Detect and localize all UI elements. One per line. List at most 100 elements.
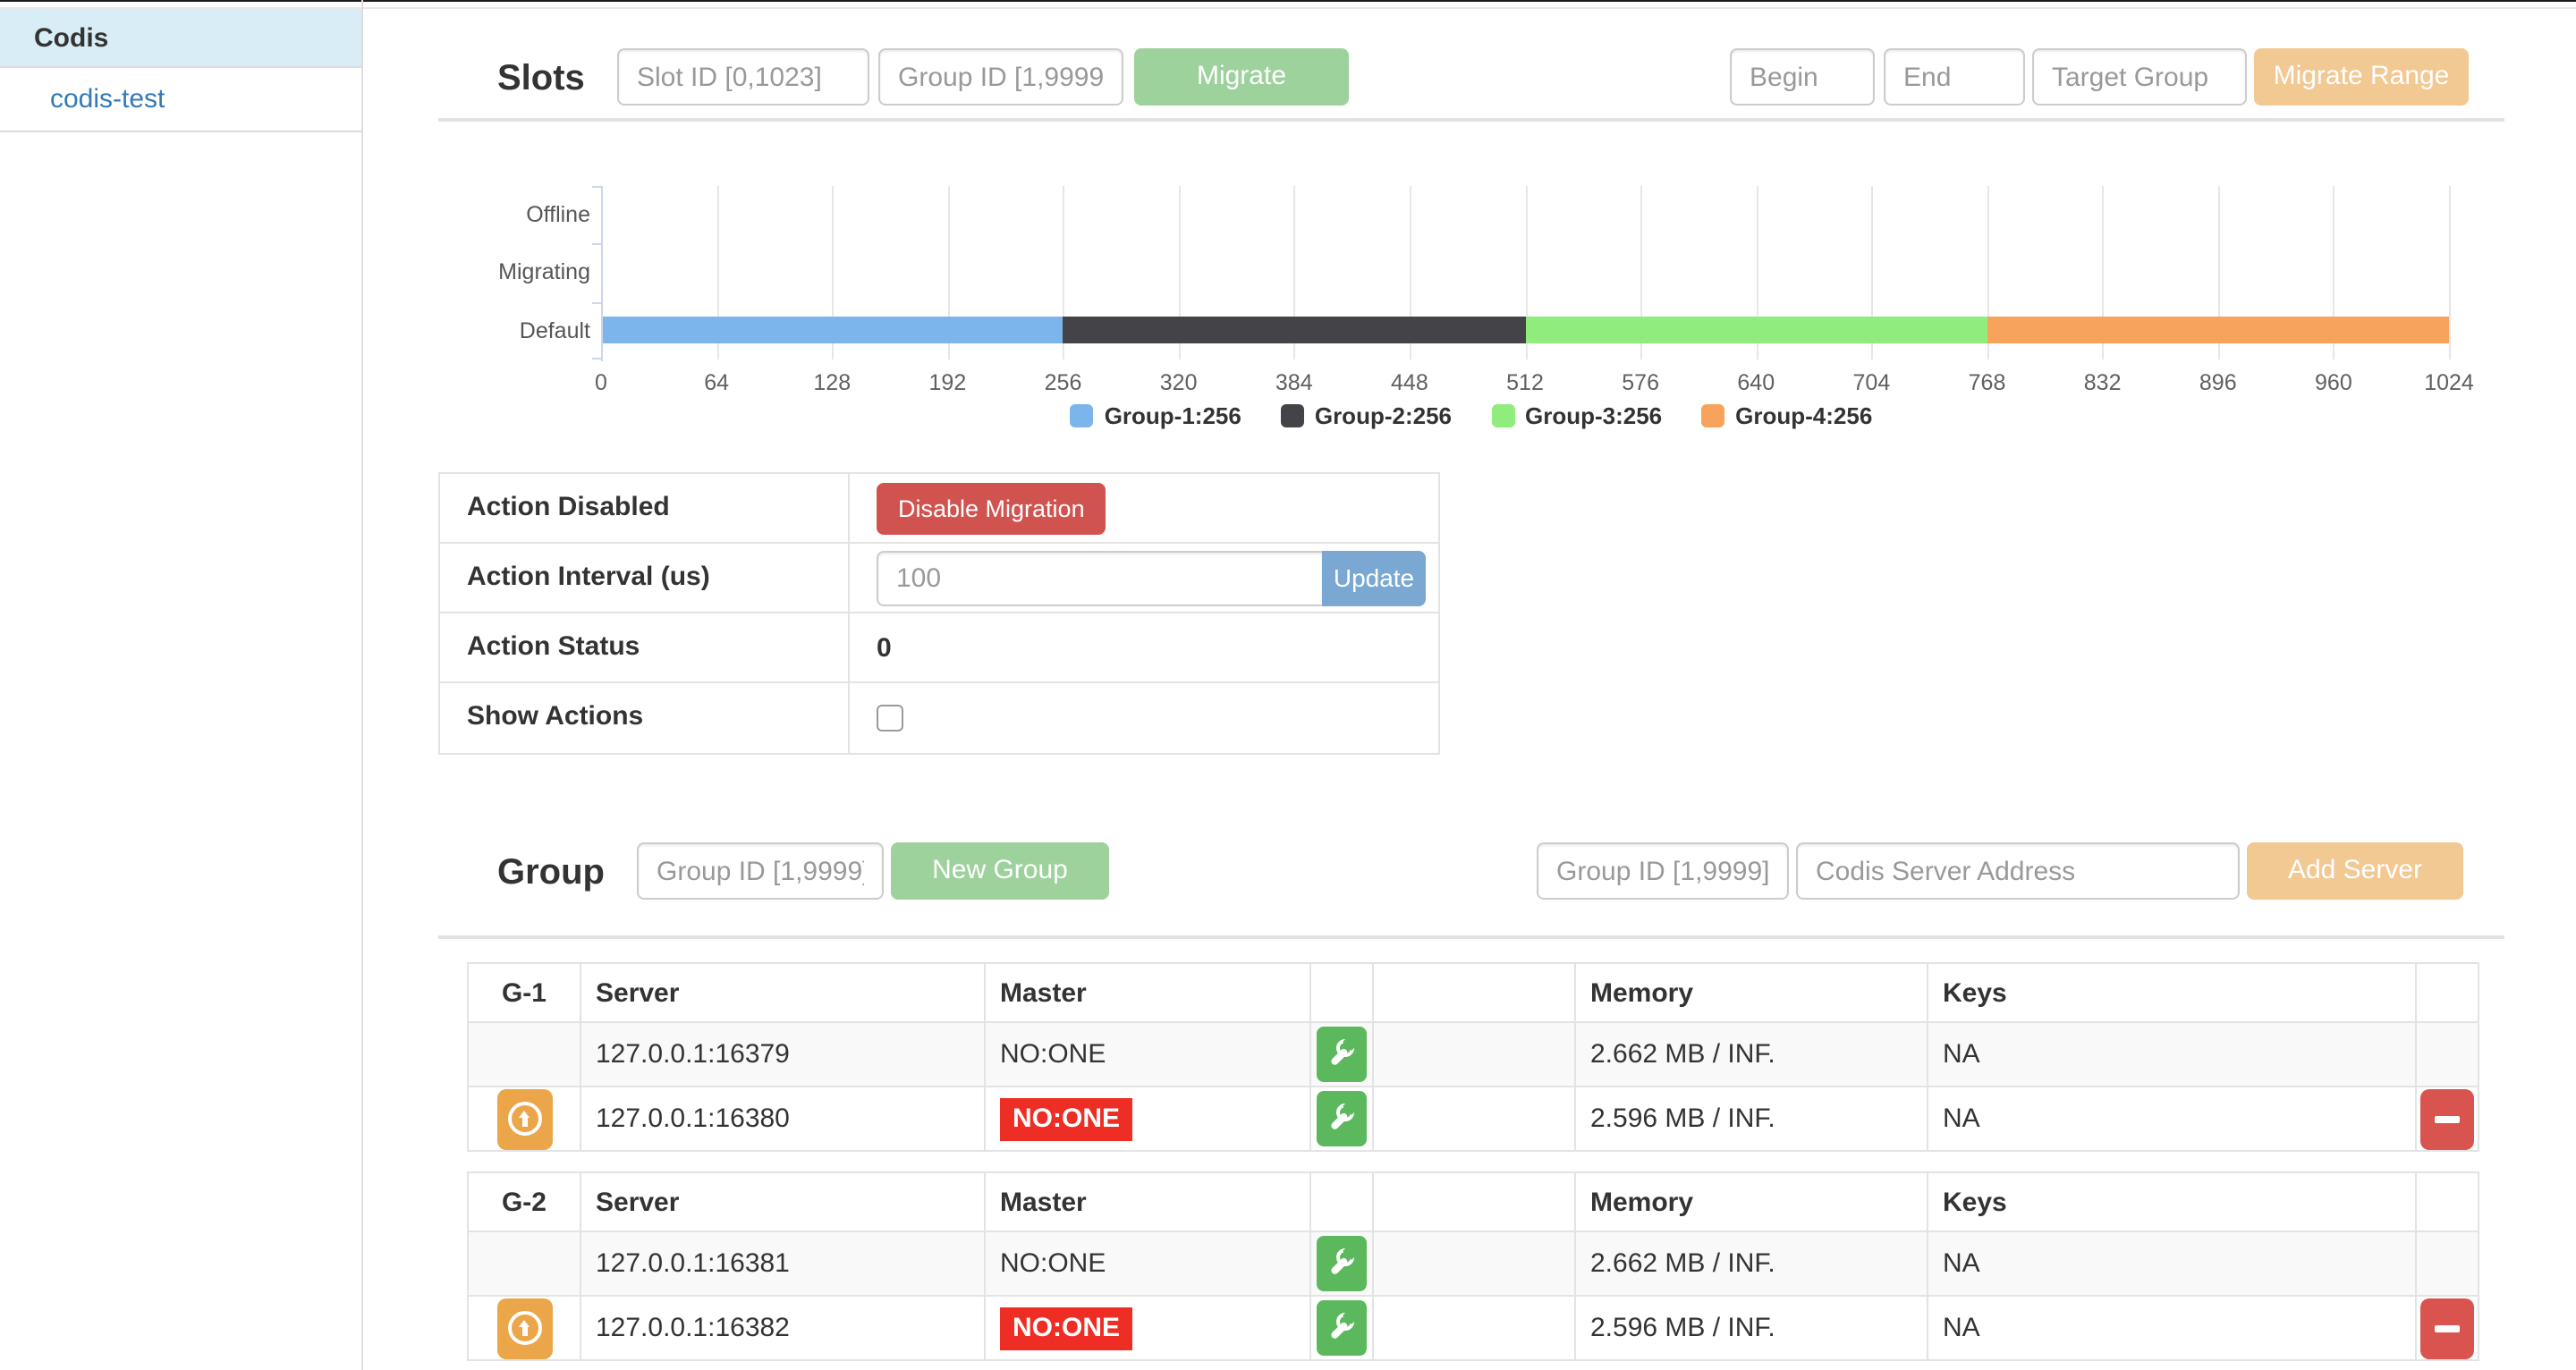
remove-server-button[interactable] [2420, 1088, 2474, 1149]
chart-gridline [2102, 186, 2105, 359]
sidebar: Codis codis-test [0, 9, 361, 132]
memory-value: 2.596 MB / INF. [1574, 1295, 1928, 1361]
chart-x-tick-label: 704 [1852, 370, 1891, 395]
slot-id-input[interactable] [617, 48, 869, 106]
chart-gridline [1293, 186, 1296, 359]
migrate-range-button[interactable]: Migrate Range [2254, 48, 2469, 106]
table-header-row: G-1 Server Master Memory Keys [467, 962, 2479, 1023]
spare-cell [1372, 1295, 1576, 1361]
chart-gridline [1178, 186, 1181, 359]
keys-value: NA [1927, 1295, 2417, 1361]
col-keys: Keys [1927, 1171, 2417, 1232]
repair-server-button[interactable] [1317, 1027, 1367, 1082]
chart-x-tick-label: 768 [1968, 370, 2006, 395]
legend-item[interactable]: Group-1:256 [1070, 402, 1241, 429]
promote-cell [467, 1021, 581, 1087]
server-row: 127.0.0.1:16381 NO:ONE 2.662 MB / INF. N… [467, 1230, 2479, 1297]
chart-x-tick-label: 320 [1159, 370, 1198, 395]
col-spare [1372, 962, 1576, 1023]
interval-input-group: Update [877, 550, 1426, 605]
server-row: 127.0.0.1:16382 NO:ONE 2.596 MB / INF. N… [467, 1295, 2479, 1361]
chart-gridline [1525, 186, 1527, 359]
spare-cell [1372, 1086, 1576, 1152]
wrench-icon [1327, 1033, 1360, 1068]
migrate-button[interactable]: Migrate [1134, 48, 1349, 106]
chart-x-tick-label: 1024 [2424, 370, 2474, 395]
legend-swatch-icon [1701, 404, 1725, 427]
migrate-group-id-input[interactable] [878, 48, 1123, 106]
add-server-group-id-input[interactable] [1537, 842, 1789, 900]
chart-gridline [1871, 186, 1874, 359]
bar-segment[interactable] [1987, 317, 2449, 343]
server-row: 127.0.0.1:16379 NO:ONE 2.662 MB / INF. N… [467, 1021, 2479, 1087]
chart-gridline [716, 186, 719, 359]
chart-x-tick-label: 576 [1622, 370, 1659, 395]
legend-item[interactable]: Group-3:256 [1491, 402, 1662, 429]
chart-x-tick-label: 512 [1506, 370, 1544, 395]
server-row: 127.0.0.1:16380 NO:ONE 2.596 MB / INF. N… [467, 1086, 2479, 1152]
chart-category-label: Migrating [498, 259, 590, 285]
legend-label: Group-4:256 [1735, 402, 1873, 429]
end-input[interactable] [1884, 48, 2025, 106]
chart-axis-tick [592, 243, 601, 246]
update-button[interactable]: Update [1322, 550, 1426, 605]
target-group-input[interactable] [2032, 48, 2247, 106]
table-header-row: G-2 Server Master Memory Keys [467, 1171, 2479, 1232]
legend-item[interactable]: Group-2:256 [1280, 402, 1452, 429]
chart-x-tick-label: 0 [595, 370, 607, 395]
codis-test-link[interactable]: codis-test [50, 84, 165, 114]
bar-segment[interactable] [1063, 317, 1525, 343]
repair-server-button[interactable] [1317, 1091, 1367, 1146]
new-group-button[interactable]: New Group [891, 842, 1109, 900]
chart-x-tick-label: 128 [813, 370, 852, 395]
circle-arrow-up-icon [507, 1311, 541, 1345]
col-master: Master [984, 1171, 1311, 1232]
slots-chart-ylabels: Offline Migrating Default [438, 186, 590, 359]
memory-value: 2.596 MB / INF. [1574, 1086, 1928, 1152]
chart-x-tick-label: 192 [928, 370, 967, 395]
chart-gridline [832, 186, 835, 359]
legend-swatch-icon [1070, 404, 1094, 427]
memory-value: 2.662 MB / INF. [1574, 1230, 1928, 1297]
col-keys: Keys [1927, 962, 2417, 1023]
chart-x-tick-label: 448 [1391, 370, 1428, 395]
col-action [1309, 1171, 1374, 1232]
new-group-id-input[interactable] [637, 842, 884, 900]
col-memory: Memory [1574, 962, 1928, 1023]
chart-x-tick-label: 256 [1044, 370, 1082, 395]
add-server-button[interactable]: Add Server [2247, 842, 2463, 900]
wrench-icon [1327, 1097, 1360, 1132]
begin-input[interactable] [1730, 48, 1875, 106]
slots-heading: Slots [497, 59, 585, 98]
chart-gridline [1640, 186, 1643, 359]
chart-x-tick-label: 832 [2083, 370, 2122, 395]
legend-label: Group-3:256 [1525, 402, 1663, 429]
chart-gridline [1756, 186, 1758, 359]
master-alert-badge: NO:ONE [1000, 1097, 1132, 1140]
action-status-label: Action Status [440, 613, 850, 681]
show-actions-label: Show Actions [440, 683, 850, 753]
legend-item[interactable]: Group-4:256 [1701, 402, 1872, 429]
legend-swatch-icon [1491, 404, 1514, 427]
repair-server-button[interactable] [1317, 1300, 1367, 1356]
window-top-edge [0, 0, 2576, 2]
codis-server-address-input[interactable] [1796, 842, 2240, 900]
sidebar-item-codis-test[interactable]: codis-test [0, 68, 361, 132]
col-remove [2415, 962, 2479, 1023]
chart-gridline [1063, 186, 1065, 359]
chart-category-label: Offline [526, 202, 590, 227]
chart-gridline [2217, 186, 2220, 359]
keys-value: NA [1927, 1021, 2417, 1087]
promote-server-button[interactable] [496, 1088, 552, 1149]
server-address: 127.0.0.1:16380 [580, 1086, 986, 1152]
interval-input[interactable] [877, 550, 1322, 605]
slots-chart-xlabels: 0 64 128 192 256 320 384 448 512 576 640 704 768 832 8… [595, 370, 2474, 399]
remove-server-button[interactable] [2420, 1298, 2474, 1358]
show-actions-checkbox[interactable] [877, 705, 903, 732]
disable-migration-button[interactable]: Disable Migration [877, 482, 1106, 534]
bar-segment[interactable] [1525, 317, 1987, 343]
bar-segment[interactable] [601, 317, 1063, 343]
promote-server-button[interactable] [496, 1298, 552, 1358]
keys-value: NA [1927, 1086, 2417, 1152]
repair-server-button[interactable] [1317, 1236, 1367, 1291]
